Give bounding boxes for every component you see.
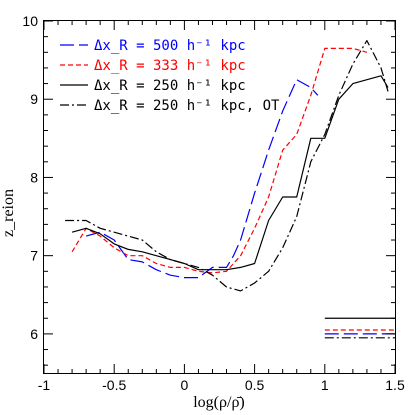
x-tick-label: 0 (181, 377, 189, 393)
legend-label-1: Δx_R = 500 h⁻¹ kpc (94, 38, 246, 54)
x-axis-label: log(ρ/ρ̄) (193, 394, 245, 411)
y-tick-label: 8 (30, 169, 38, 185)
series-line-1 (85, 79, 319, 279)
x-tick-label: -0.5 (102, 377, 126, 393)
x-tick-label: 1 (321, 377, 329, 393)
series-line-3 (71, 75, 389, 271)
series-group (65, 39, 389, 292)
x-tick-label: 1.5 (385, 377, 405, 393)
y-tick-label: 6 (30, 326, 38, 342)
y-tick-label: 7 (30, 248, 38, 264)
plot-frame (43, 20, 396, 374)
legend-label-3: Δx_R = 250 h⁻¹ kpc (94, 78, 246, 94)
ticks-group: -1 -0.5 0 0.5 1 1.5 6 7 8 9 10 (22, 13, 405, 393)
average-lines-group (324, 317, 395, 339)
series-line-2 (71, 47, 368, 274)
y-tick-label: 10 (22, 13, 38, 29)
legend-label-4: Δx_R = 250 h⁻¹ kpc, OT (94, 98, 280, 114)
series-line-4 (65, 39, 389, 292)
legend-label-2: Δx_R = 333 h⁻¹ kpc (94, 58, 246, 74)
y-tick-label: 9 (30, 91, 38, 107)
x-tick-label: -1 (38, 377, 51, 393)
x-tick-label: 0.5 (245, 377, 265, 393)
legend: Δx_R = 500 h⁻¹ kpc Δx_R = 333 h⁻¹ kpc Δx_R… (60, 38, 280, 114)
y-axis-label: z_reion (0, 189, 17, 237)
